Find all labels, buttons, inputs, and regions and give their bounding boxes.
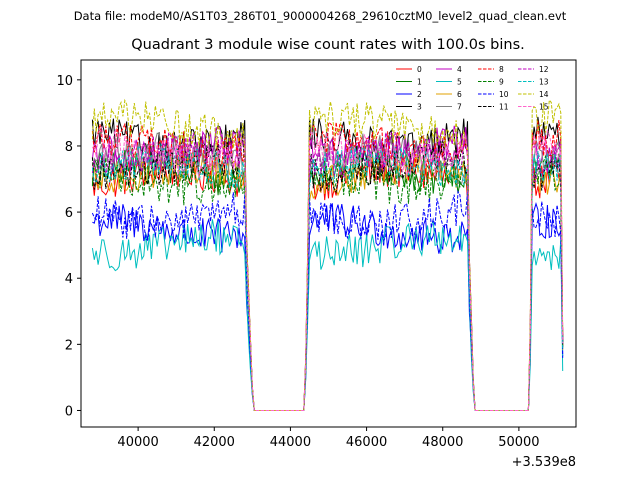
x-tick-label: 46000 bbox=[346, 435, 387, 450]
legend-label-8: 8 bbox=[499, 65, 504, 74]
y-tick-label: 10 bbox=[56, 74, 73, 89]
series-group bbox=[91, 98, 564, 411]
chart-suptitle: Data file: modeM0/AS1T03_286T01_90000042… bbox=[74, 9, 567, 23]
legend-label-5: 5 bbox=[457, 78, 462, 87]
series-line-14 bbox=[91, 98, 564, 411]
x-tick-label: 48000 bbox=[422, 435, 463, 450]
x-tick-label: 42000 bbox=[194, 435, 235, 450]
y-tick-label: 8 bbox=[65, 140, 73, 155]
series-line-13 bbox=[91, 143, 564, 411]
legend-label-1: 1 bbox=[417, 78, 422, 87]
legend-label-14: 14 bbox=[539, 90, 549, 99]
legend-label-10: 10 bbox=[499, 90, 509, 99]
legend-label-13: 13 bbox=[539, 78, 549, 87]
y-axis: 0 2 4 6 8 10 bbox=[56, 74, 81, 419]
x-tick-label: 44000 bbox=[270, 435, 311, 450]
legend-label-7: 7 bbox=[457, 103, 462, 112]
axes-frame bbox=[80, 59, 577, 428]
legend-label-2: 2 bbox=[417, 90, 422, 99]
x-tick-label: 40000 bbox=[117, 435, 158, 450]
y-tick-label: 2 bbox=[65, 338, 73, 353]
x-offset-label: +3.539e8 bbox=[512, 455, 576, 470]
y-tick-label: 0 bbox=[65, 404, 73, 419]
series-line-11 bbox=[91, 139, 564, 411]
legend-label-12: 12 bbox=[539, 65, 549, 74]
legend-label-3: 3 bbox=[417, 103, 422, 112]
series-line-5 bbox=[91, 219, 564, 411]
x-tick-label: 50000 bbox=[498, 435, 539, 450]
series-line-7 bbox=[91, 132, 564, 411]
x-axis: 40000 42000 44000 46000 48000 50000 bbox=[117, 427, 540, 450]
legend-label-0: 0 bbox=[417, 65, 422, 74]
series-line-10 bbox=[91, 189, 564, 411]
y-tick-label: 6 bbox=[65, 206, 73, 221]
legend-label-6: 6 bbox=[457, 90, 462, 99]
chart-title: Quadrant 3 module wise count rates with … bbox=[131, 37, 525, 53]
series-line-12 bbox=[91, 131, 564, 411]
series-line-15 bbox=[91, 126, 564, 411]
legend-label-4: 4 bbox=[457, 65, 462, 74]
legend-label-15: 15 bbox=[539, 103, 549, 112]
legend-label-9: 9 bbox=[499, 78, 504, 87]
y-tick-label: 4 bbox=[65, 272, 73, 287]
legend-label-11: 11 bbox=[499, 103, 509, 112]
